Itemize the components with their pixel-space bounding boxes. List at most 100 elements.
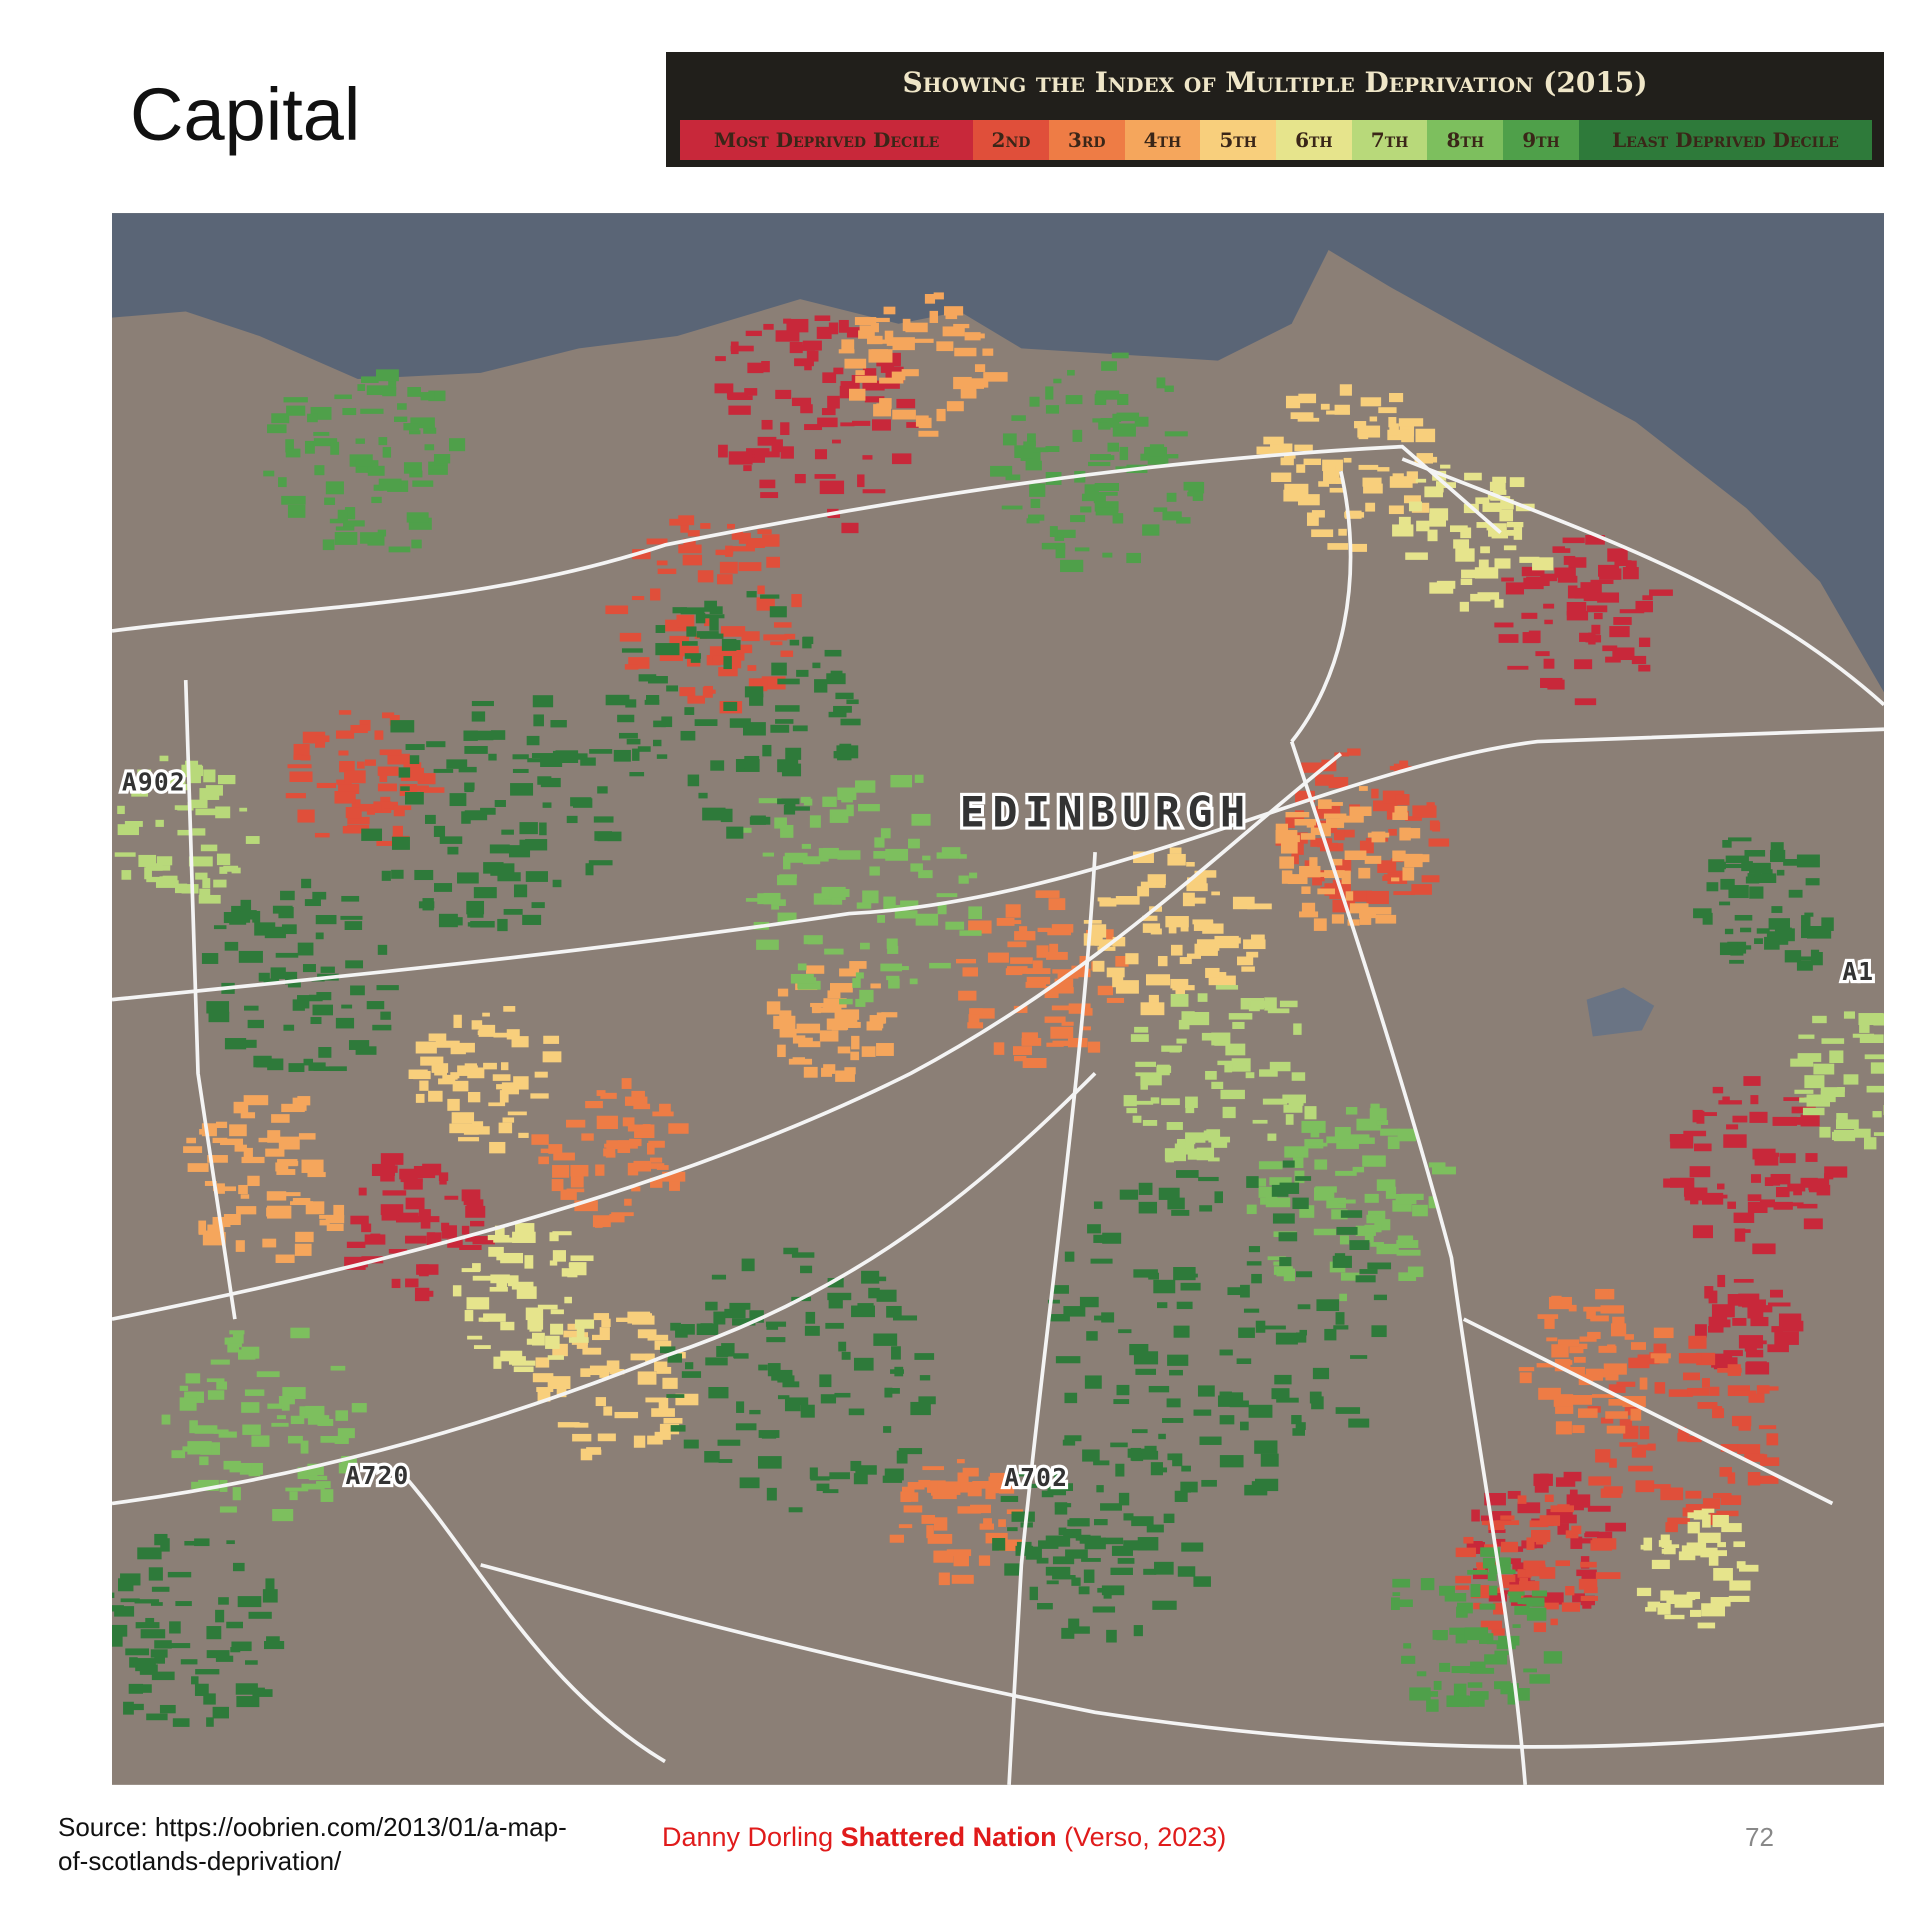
- built-area: [1312, 1367, 1330, 1380]
- built-area: [1607, 1344, 1616, 1350]
- built-area: [527, 758, 541, 763]
- built-area: [289, 1491, 298, 1501]
- built-area: [1747, 1306, 1764, 1319]
- built-area: [1027, 433, 1036, 447]
- built-area: [532, 1373, 554, 1383]
- built-area: [1767, 1302, 1791, 1307]
- built-area: [1293, 1023, 1302, 1035]
- built-area: [1052, 1483, 1073, 1492]
- built-area: [663, 1418, 683, 1424]
- built-area: [1051, 1005, 1074, 1011]
- built-area: [1389, 423, 1399, 436]
- built-area: [1135, 1061, 1157, 1067]
- built-area: [669, 518, 682, 526]
- built-area: [1702, 1514, 1711, 1528]
- built-area: [1035, 890, 1060, 898]
- built-area: [406, 512, 429, 523]
- built-area: [684, 707, 695, 715]
- built-area: [495, 1225, 505, 1240]
- built-area: [582, 1347, 602, 1355]
- built-area: [1167, 1453, 1178, 1461]
- built-area: [351, 799, 361, 810]
- built-area: [780, 446, 794, 459]
- built-area: [828, 711, 847, 718]
- built-area: [235, 1683, 258, 1695]
- built-area: [645, 1397, 667, 1403]
- built-area: [526, 735, 540, 746]
- built-area: [1317, 888, 1336, 895]
- built-area: [1733, 1541, 1746, 1548]
- built-area: [592, 1215, 611, 1228]
- built-area: [1062, 1439, 1076, 1446]
- built-area: [140, 1659, 149, 1664]
- built-area: [841, 790, 853, 803]
- legend-row: Most Deprived Decile 2nd 3rd 4th 5th 6th 7th 8t…: [680, 120, 1872, 160]
- built-area: [1771, 1326, 1783, 1333]
- built-area: [1324, 1328, 1337, 1341]
- built-area: [1111, 352, 1129, 359]
- built-area: [1440, 464, 1451, 469]
- built-area: [580, 1448, 593, 1461]
- built-area: [1591, 624, 1601, 635]
- built-area: [589, 749, 613, 754]
- built-area: [1012, 1046, 1032, 1056]
- built-area: [1134, 416, 1149, 427]
- built-area: [1538, 1387, 1561, 1400]
- built-area: [1600, 1417, 1614, 1424]
- built-area: [1595, 1449, 1611, 1463]
- built-area: [758, 798, 782, 804]
- built-area: [1046, 1042, 1064, 1047]
- built-area: [728, 405, 751, 415]
- built-area: [341, 1004, 353, 1009]
- built-area: [1324, 466, 1336, 474]
- built-area: [1446, 1695, 1470, 1708]
- built-area: [1678, 1427, 1687, 1437]
- built-area: [1773, 1201, 1793, 1210]
- built-area: [498, 1122, 513, 1134]
- built-area: [1326, 1197, 1346, 1209]
- built-area: [329, 518, 347, 524]
- built-area: [1519, 556, 1540, 563]
- built-area: [921, 1514, 936, 1524]
- built-area: [433, 454, 451, 464]
- built-area: [1635, 600, 1653, 613]
- built-area: [1340, 1272, 1360, 1281]
- built-area: [206, 1650, 230, 1659]
- built-area: [1402, 867, 1415, 881]
- built-area: [791, 1252, 815, 1258]
- built-area: [1284, 1146, 1309, 1158]
- built-area: [1666, 1594, 1691, 1605]
- built-area: [637, 1371, 657, 1385]
- built-area: [1169, 1045, 1181, 1053]
- built-area: [869, 866, 880, 876]
- built-area: [1140, 453, 1162, 461]
- built-area: [774, 817, 787, 829]
- built-area: [1291, 854, 1299, 865]
- built-area: [1754, 873, 1777, 884]
- built-area: [741, 1258, 755, 1272]
- built-area: [1071, 1577, 1081, 1586]
- built-area: [862, 455, 873, 460]
- built-area: [1046, 1580, 1059, 1585]
- built-area: [154, 1640, 172, 1649]
- built-area: [470, 730, 494, 741]
- built-area: [1281, 870, 1293, 884]
- built-area: [932, 1494, 957, 1500]
- built-area: [1609, 1458, 1617, 1468]
- built-area: [1355, 1275, 1376, 1283]
- built-area: [206, 1001, 230, 1014]
- built-area: [493, 1356, 502, 1369]
- built-area: [533, 714, 544, 727]
- built-area: [1335, 1407, 1361, 1414]
- built-area: [473, 1345, 491, 1350]
- built-area: [605, 605, 629, 615]
- built-area: [117, 824, 139, 836]
- built-area: [686, 626, 697, 637]
- built-area: [761, 1433, 777, 1439]
- built-area: [1586, 605, 1608, 613]
- built-area: [1569, 1489, 1578, 1495]
- built-area: [1219, 1415, 1235, 1425]
- built-area: [1097, 897, 1111, 902]
- built-area: [312, 1004, 333, 1016]
- built-area: [506, 1029, 520, 1040]
